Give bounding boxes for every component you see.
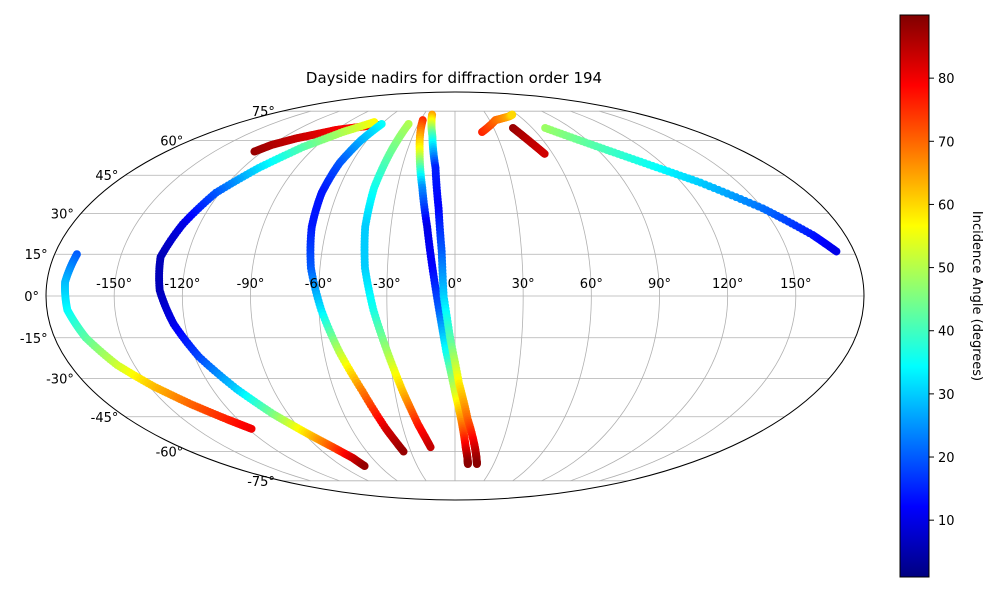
series-track-10 [541,123,841,256]
latitude-tick-label: -60° [156,446,184,461]
longitude-tick-label: -150° [96,277,132,292]
data-point [540,149,549,158]
series-track-8 [478,110,517,137]
longitude-tick-label: -30° [373,277,401,292]
latitude-tick-label: 0° [24,290,39,305]
latitude-tick-label: -45° [91,411,119,426]
data-point [472,460,481,469]
data-point [832,247,841,256]
colorbar-gradient [899,14,930,578]
longitude-tick-label: -90° [237,277,265,292]
longitude-tick-label: -60° [305,277,333,292]
longitude-tick-label: 150° [780,277,811,292]
latitude-tick-label: -15° [20,332,48,347]
colorbar-tick-label: 20 [938,451,955,466]
data-points [60,110,841,471]
colorbar-tick-label: 60 [938,198,955,213]
longitude-tick-label: 30° [512,277,535,292]
colorbar: 10 20 30 40 50 60 70 80 Incidence Angle (degree… [899,14,984,578]
latitude-tick-label: 60° [160,134,183,149]
longitude-tick-label: 0° [448,277,463,292]
longitude-tick-label: 90° [648,277,671,292]
latitude-tick-label: 30° [51,208,74,223]
latitude-tick-label: 75° [252,105,275,120]
series-track-7 [60,250,256,433]
map-grid [46,110,864,482]
colorbar-tick-label: 10 [938,514,955,529]
series-track-5 [415,116,472,469]
longitude-tick-label: -120° [164,277,200,292]
series-track-4 [360,120,435,452]
data-point [426,443,435,452]
colorbar-tick-label: 70 [938,135,955,150]
data-point [399,447,408,456]
latitude-tick-label: 15° [25,248,48,263]
series-track-2 [155,118,379,471]
colorbar-tick-label: 30 [938,388,955,403]
data-point [463,460,472,469]
colorbar-tick-label: 50 [938,262,955,277]
longitude-tick-label: 60° [580,277,603,292]
longitude-tick-label: 120° [712,277,743,292]
series-track-6 [427,110,481,469]
latitude-tick-label: -30° [46,372,74,387]
latitude-tick-label: -75° [247,475,275,490]
latitude-tick-labels: 75° 60° 45° 30° 15° 0° -15° -30° -45° -60° -75° [20,105,275,490]
colorbar-tick-label: 40 [938,325,955,340]
chart-title: Dayside nadirs for diffraction order 194 [306,69,602,87]
colorbar-label: Incidence Angle (degrees) [969,211,984,381]
map-boundary [45,91,865,501]
colorbar-tick-label: 80 [938,72,955,87]
series-track-9 [508,123,549,158]
series-track-3 [306,120,408,456]
data-point [360,462,369,471]
data-point [247,424,256,433]
data-point [508,110,517,119]
longitude-tick-labels: -150° -120° -90° -60° -30° 0° 30° 60° 90° 120° 150… [96,277,811,292]
colorbar-ticks: 10 20 30 40 50 60 70 80 [929,72,955,529]
latitude-tick-label: 45° [95,169,118,184]
